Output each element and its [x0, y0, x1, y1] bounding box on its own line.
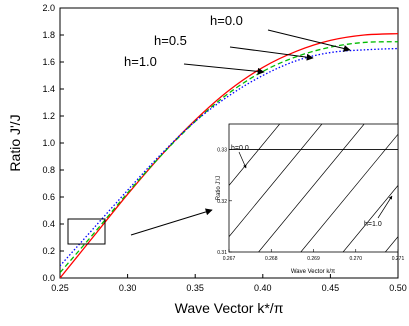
- annotation-h10: h=1.0: [124, 54, 157, 69]
- zoom-arrow: [131, 210, 212, 235]
- inset-label-h0: h=0.0: [231, 145, 249, 152]
- x-tick-label: 0.50: [389, 283, 407, 293]
- inset-x-tick-label: 0.270: [349, 256, 362, 262]
- x-tick-label: 0.25: [51, 283, 69, 293]
- y-tick-label: 1.2: [42, 111, 55, 121]
- y-tick-label: 0.8: [42, 165, 55, 175]
- inset-label-h1: h=1.0: [364, 221, 382, 228]
- inset-x-tick-label: 0.267: [223, 256, 236, 262]
- inset-y-tick-label: 0.31: [217, 250, 227, 256]
- annotation-arrow-h05: [230, 47, 313, 58]
- y-tick-label: 0.4: [42, 219, 55, 229]
- x-axis-title: Wave Vector k*/π: [175, 300, 284, 316]
- y-axis-title: Ratio J'/J: [7, 114, 23, 171]
- y-tick-label: 2.0: [42, 3, 55, 13]
- y-tick-label: 1.0: [42, 138, 55, 148]
- inset-background: [229, 124, 398, 252]
- y-tick-label: 1.6: [42, 57, 55, 67]
- annotation-h0: h=0.0: [210, 13, 243, 28]
- y-tick-label: 1.4: [42, 84, 55, 94]
- inset-x-tick-label: 0.269: [307, 256, 320, 262]
- y-tick-label: 0.0: [42, 273, 55, 283]
- annotation-h05: h=0.5: [154, 33, 187, 48]
- zoom-region-box: [68, 219, 105, 244]
- x-tick-label: 0.35: [186, 283, 204, 293]
- x-tick-label: 0.30: [119, 283, 137, 293]
- inset-y-axis-title: Ratio J'/J: [216, 176, 222, 201]
- x-tick-label: 0.40: [254, 283, 272, 293]
- y-tick-label: 0.2: [42, 246, 55, 256]
- x-tick-label: 0.45: [322, 283, 340, 293]
- annotation-arrow-h10: [184, 64, 264, 72]
- inset-x-axis-title: Wave Vector k/π: [291, 269, 335, 275]
- inset-y-tick-label: 0.33: [217, 148, 227, 154]
- y-tick-label: 0.6: [42, 192, 55, 202]
- inset-x-tick-label: 0.268: [265, 256, 278, 262]
- inset-x-tick-label: 0.271: [392, 256, 405, 262]
- y-tick-label: 1.8: [42, 30, 55, 40]
